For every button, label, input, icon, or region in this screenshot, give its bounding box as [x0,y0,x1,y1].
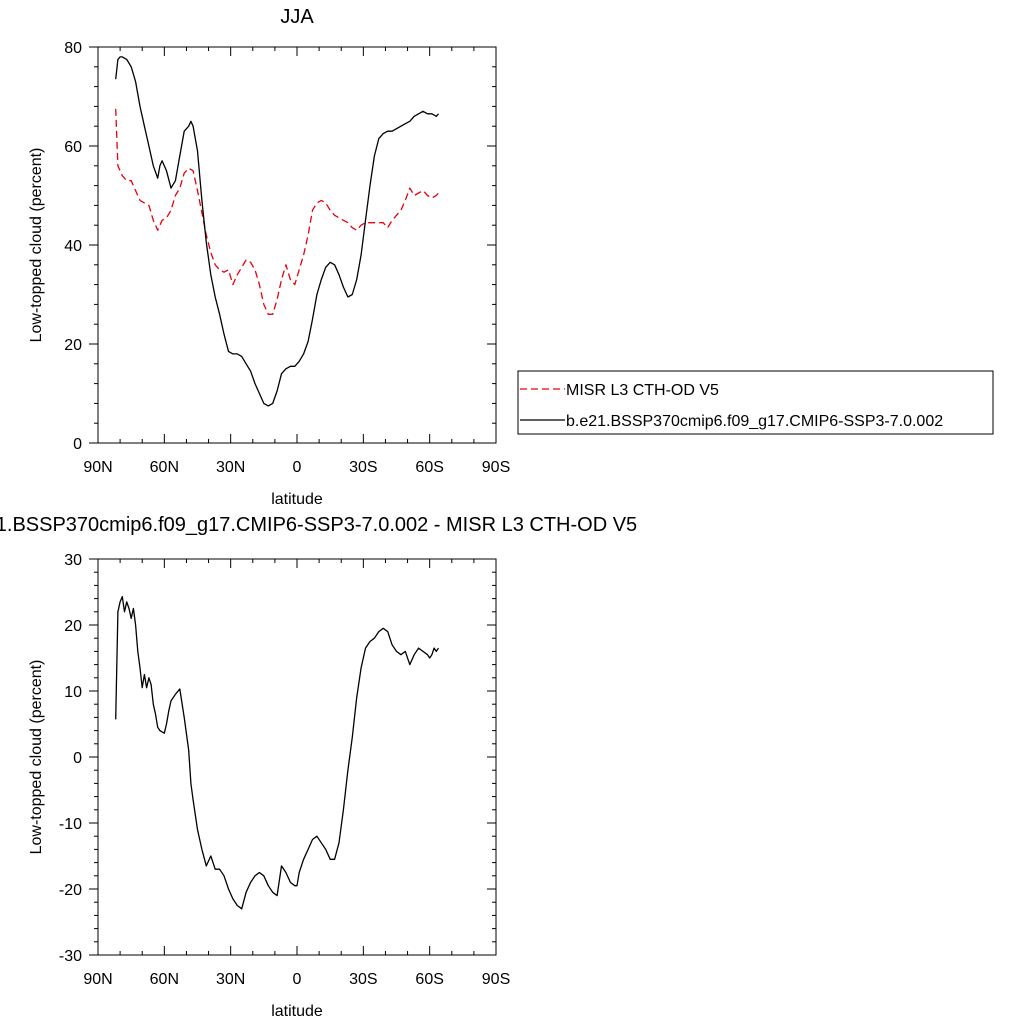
legend-box [517,370,994,435]
bottom-panel: b.e21.BSSP370cmip6.f09_g17.CMIP6-SSP3-7.… [0,514,637,1020]
bottom-plot-frame [97,558,497,956]
top-ytick-label: 20 [64,337,82,354]
bottom-ytick-label: 0 [73,750,82,767]
top-plot-frame [97,46,497,444]
top-series-group [115,56,439,407]
bottom-xtick-label: 30S [349,971,377,988]
bottom-ytick-label: -20 [59,882,82,899]
top-ylabel: Low-topped cloud (percent) [28,148,45,343]
top-ytick-label: 40 [64,238,82,255]
top-xtick-label: 90S [482,459,510,476]
top-xlabel: latitude [271,491,323,508]
bottom-xtick-label: 60S [415,971,443,988]
bottom-xtick-label: 90S [482,971,510,988]
top-panel: JJA 90N 60N 30N 0 30S 60S 90S 0 20 40 60 80 latitud… [28,6,510,508]
bottom-ytick-label: 10 [64,684,82,701]
bottom-ytick-label: 30 [64,552,82,569]
bottom-ticks: 90N 60N 30N 0 30S 60S 90S -30 -20 -10 0 10 20 30 [59,552,510,988]
bottom-series-group [115,595,440,910]
top-series-line-1 [115,56,439,407]
bottom-ytick-label: -30 [59,948,82,965]
bottom-xtick-label: 60N [150,971,179,988]
legend-label-misr: MISR L3 CTH-OD V5 [566,382,719,399]
top-title: JJA [280,6,314,28]
bottom-ytick-label: -10 [59,816,82,833]
top-ytick-label: 80 [64,40,82,57]
legend-label-model: b.e21.BSSP370cmip6.f09_g17.CMIP6-SSP3-7.… [566,413,943,430]
bottom-xtick-label: 90N [83,971,112,988]
top-xtick-label: 30S [349,459,377,476]
top-series-line-0 [115,108,439,315]
bottom-ytick-label: 20 [64,618,82,635]
bottom-ylabel: Low-topped cloud (percent) [28,660,45,855]
top-ytick-label: 0 [73,436,82,453]
top-xtick-label: 60S [415,459,443,476]
top-ticks: 90N 60N 30N 0 30S 60S 90S 0 20 40 60 80 [64,40,510,476]
bottom-xtick-label: 0 [293,971,302,988]
bottom-xtick-label: 30N [216,971,245,988]
legend: MISR L3 CTH-OD V5 b.e21.BSSP370cmip6.f09… [517,370,994,435]
top-xtick-label: 90N [83,459,112,476]
top-xtick-label: 60N [150,459,179,476]
bottom-series-line-0 [115,595,440,910]
top-xtick-label: 30N [216,459,245,476]
top-xtick-label: 0 [293,459,302,476]
top-ytick-label: 60 [64,139,82,156]
bottom-title: b.e21.BSSP370cmip6.f09_g17.CMIP6-SSP3-7.… [0,514,637,536]
bottom-xlabel: latitude [271,1003,323,1020]
